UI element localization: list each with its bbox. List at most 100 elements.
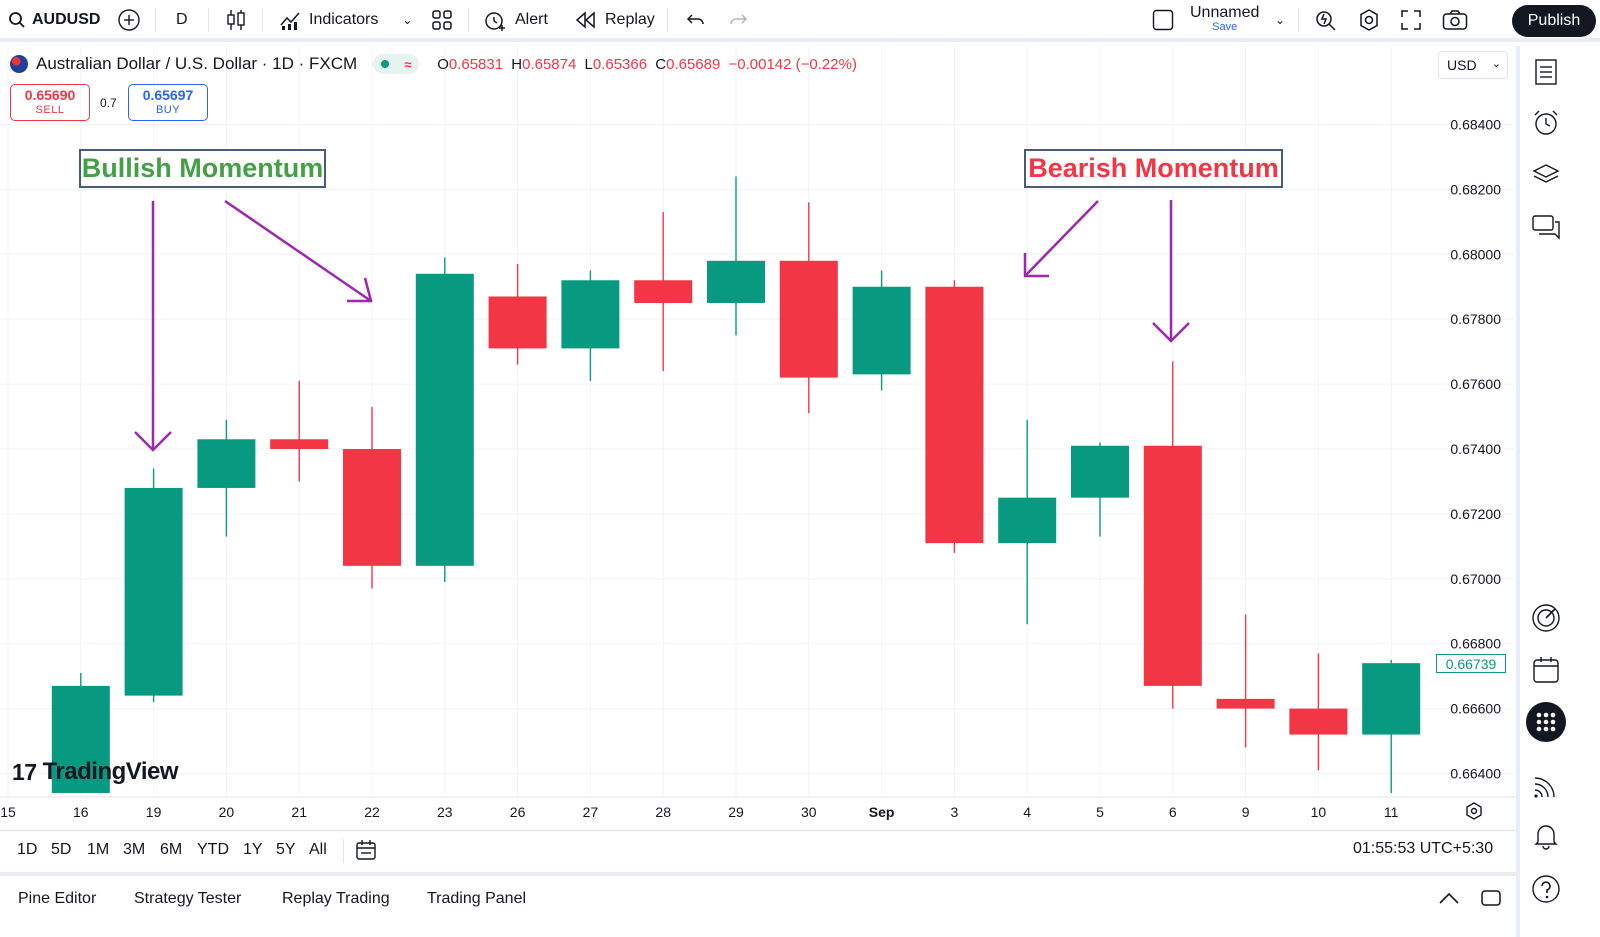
alerts-panel-button[interactable] (1528, 105, 1564, 141)
apps-button[interactable] (1526, 702, 1566, 742)
bearish-momentum-label[interactable]: Bearish Momentum (1024, 149, 1283, 188)
range-1d[interactable]: 1D (17, 841, 38, 858)
maximize-panel-icon[interactable] (1480, 888, 1502, 908)
right-sidebar (1516, 46, 1600, 937)
symbol-search[interactable]: AUDUSD (8, 0, 100, 40)
redo-button[interactable] (728, 0, 748, 40)
candle-body (1362, 663, 1421, 735)
notifications-button[interactable] (1528, 818, 1564, 854)
range-3m[interactable]: 3M (123, 841, 146, 858)
range-5y[interactable]: 5Y (276, 841, 296, 858)
currency-select[interactable]: USD ⌄ (1438, 51, 1508, 79)
chart-pane[interactable]: 0.66400 0.66600 0.66800 0.67000 0.67200 0.674… (0, 46, 1546, 844)
candle-up[interactable] (998, 419, 1057, 625)
layout-checkbox[interactable] (1152, 0, 1174, 40)
indicators-label: Indicators (309, 11, 379, 28)
candle-down[interactable] (1216, 614, 1275, 748)
calendar-button[interactable] (1528, 652, 1564, 688)
low-value: 0.65366 (592, 55, 648, 73)
x-tick-label: 20 (219, 804, 235, 820)
alert-label: Alert (515, 11, 548, 28)
top-toolbar: AUDUSD D Indicators ⌄ Alert Replay Unnam… (0, 0, 1600, 42)
candle-up[interactable] (561, 270, 620, 381)
candle-body (1143, 445, 1202, 686)
publish-button[interactable]: Publish (1512, 5, 1596, 37)
x-tick-label: 29 (728, 804, 744, 820)
market-status-badge[interactable]: ≈ (373, 54, 420, 74)
settings-button[interactable] (1357, 0, 1381, 40)
alert-button[interactable]: Alert (483, 0, 548, 40)
tab-pine-editor[interactable]: Pine Editor (18, 890, 97, 907)
sell-button[interactable]: 0.65690 SELL (10, 84, 90, 121)
candle-down[interactable] (925, 280, 984, 553)
range-1y[interactable]: 1Y (243, 841, 263, 858)
y-tick-label: 0.66400 (1450, 766, 1501, 782)
axis-settings-icon[interactable] (1466, 802, 1482, 820)
watchlist-icon (1535, 59, 1557, 85)
candle-down[interactable] (488, 264, 547, 365)
range-5d[interactable]: 5D (51, 841, 72, 858)
quick-search-button[interactable] (1314, 0, 1338, 40)
watchlist-button[interactable] (1528, 54, 1564, 90)
candle-down[interactable] (1289, 653, 1348, 771)
calendar-range-icon[interactable] (355, 839, 377, 861)
streams-button[interactable] (1528, 768, 1564, 804)
undo-button[interactable] (686, 0, 706, 40)
candle-down[interactable] (270, 380, 329, 482)
tab-replay-trading[interactable]: Replay Trading (282, 890, 390, 907)
tab-trading-panel[interactable]: Trading Panel (427, 890, 527, 907)
candle-up[interactable] (1362, 659, 1421, 793)
object-tree-button[interactable] (1528, 157, 1564, 193)
layout-menu-chevron[interactable]: ⌄ (1275, 0, 1285, 40)
time-zone-clock[interactable]: 01:55:53 UTC+5:30 (1353, 840, 1494, 857)
candle-down[interactable] (343, 406, 401, 589)
interval-button[interactable]: D (176, 0, 188, 40)
fullscreen-button[interactable] (1400, 0, 1422, 40)
candle-body (634, 280, 693, 303)
tradingview-logo[interactable]: 17 TradingView (12, 758, 179, 786)
chevron-up-icon[interactable] (1438, 890, 1460, 906)
square-icon (1152, 9, 1174, 31)
tv-logo-icon: 17 (12, 758, 37, 785)
chevron-down-icon[interactable]: ⌄ (402, 13, 413, 27)
buy-button[interactable]: 0.65697 BUY (128, 84, 208, 121)
chart-type-button[interactable] (226, 0, 246, 40)
x-tick-label: 26 (510, 804, 526, 820)
search-icon (9, 12, 25, 28)
range-6m[interactable]: 6M (160, 841, 183, 858)
compare-button[interactable] (117, 0, 141, 40)
bullish-momentum-label[interactable]: Bullish Momentum (79, 149, 326, 188)
layout-name-button[interactable]: Unnamed Save (1190, 0, 1259, 40)
y-tick-label: 0.66600 (1450, 701, 1501, 717)
snapshot-button[interactable] (1442, 0, 1468, 40)
candle-down[interactable] (1143, 361, 1202, 709)
replay-button[interactable]: Replay (575, 0, 655, 40)
candle-down[interactable] (634, 212, 693, 372)
save-label[interactable]: Save (1212, 21, 1238, 33)
y-tick-label: 0.66800 (1450, 636, 1501, 652)
y-tick-label: 0.67200 (1450, 506, 1501, 522)
candlestick-chart[interactable]: 0.66400 0.66600 0.66800 0.67000 0.67200 0.674… (0, 46, 1546, 830)
indicators-button[interactable]: Indicators ⌄ (279, 0, 412, 40)
candle-up[interactable] (51, 672, 110, 793)
range-1m[interactable]: 1M (87, 841, 110, 858)
gear-icon (1360, 9, 1378, 31)
grid-icon (432, 10, 452, 30)
tab-strategy-tester[interactable]: Strategy Tester (134, 890, 242, 907)
candle-body (707, 260, 765, 303)
range-ytd[interactable]: YTD (197, 841, 229, 858)
ideas-button[interactable] (1528, 600, 1564, 636)
ohlc-values: O0.65831 H0.65874 L0.65366 C0.65689 −0.0… (437, 56, 857, 73)
candle-up[interactable] (197, 419, 256, 537)
candle-down[interactable] (779, 202, 838, 414)
candle-up[interactable] (852, 270, 911, 391)
candle-up[interactable] (707, 176, 765, 336)
instrument-title[interactable]: Australian Dollar / U.S. Dollar · 1D · F… (36, 54, 358, 73)
chats-button[interactable] (1528, 210, 1564, 246)
candle-up[interactable] (124, 468, 183, 703)
range-all[interactable]: All (309, 841, 327, 858)
candle-up[interactable] (415, 257, 474, 583)
candle-up[interactable] (1071, 442, 1129, 537)
help-button[interactable] (1528, 871, 1564, 907)
layouts-button[interactable] (432, 0, 452, 40)
